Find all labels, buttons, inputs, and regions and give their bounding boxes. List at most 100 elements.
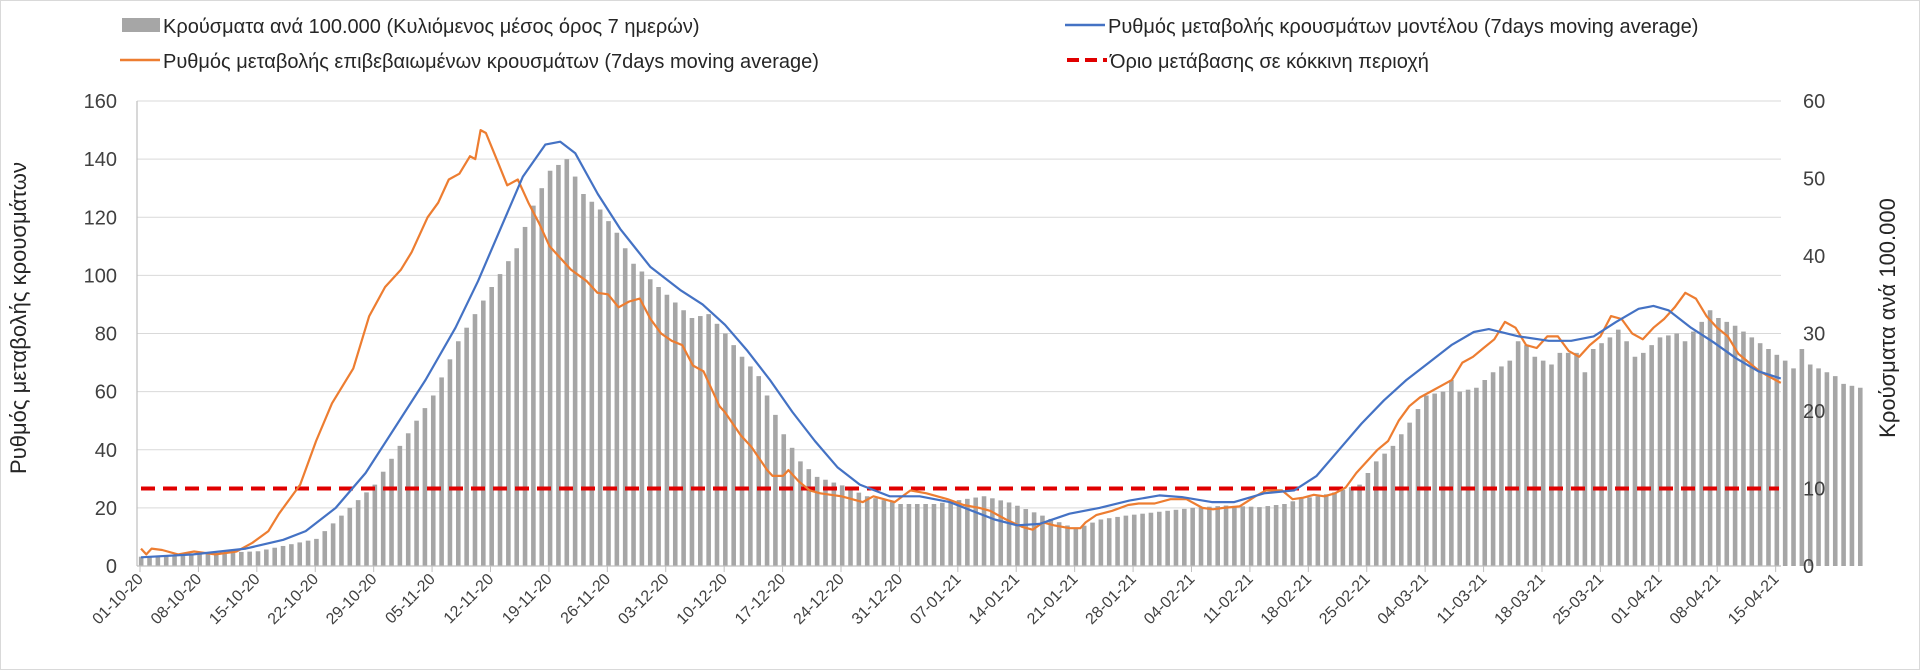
bar: [956, 500, 962, 566]
bar: [990, 498, 995, 566]
bar: [1532, 356, 1538, 566]
y-tick-right: 30: [1803, 324, 1825, 346]
bar: [597, 209, 603, 566]
bar: [1240, 506, 1246, 566]
bar: [1365, 473, 1371, 566]
bar: [998, 500, 1004, 566]
bar: [1348, 487, 1354, 566]
bar: [1290, 501, 1296, 566]
y-tick-left: 160: [84, 91, 117, 113]
bar: [1131, 514, 1137, 566]
bar: [1424, 395, 1429, 566]
x-tick-label: 08-04-21: [1667, 571, 1724, 628]
bar: [239, 551, 244, 566]
bar: [1298, 498, 1304, 566]
bar: [439, 377, 444, 566]
x-tick-label: 29-10-20: [323, 571, 380, 628]
y-tick-left: 20: [95, 498, 117, 520]
y-tick-left: 80: [95, 324, 117, 346]
bar: [147, 556, 152, 566]
bar: [422, 408, 428, 566]
x-tick-label: 04-02-21: [1141, 571, 1198, 628]
y-tick-left: 100: [84, 265, 117, 287]
axes: [136, 101, 1781, 567]
bar: [1248, 506, 1254, 566]
bar: [739, 356, 745, 566]
bar: [264, 549, 269, 566]
bar: [138, 556, 144, 566]
y-tick-left: 0: [106, 556, 117, 578]
y-axis-right-title: Κρούσματα ανά 100.000: [1875, 198, 1900, 438]
bar: [172, 554, 177, 566]
bar: [1632, 356, 1638, 566]
bar: [1165, 510, 1170, 566]
bar: [1565, 352, 1571, 566]
bar: [1156, 511, 1162, 566]
bar: [280, 545, 286, 566]
bar: [773, 414, 778, 566]
x-tick-label: 19-11-20: [499, 571, 556, 628]
bar: [1741, 331, 1746, 566]
bar: [230, 552, 236, 566]
bar: [497, 274, 503, 566]
bar: [1674, 333, 1679, 566]
bar: [272, 547, 277, 566]
bar: [1816, 368, 1821, 566]
bar: [948, 501, 953, 566]
bar: [380, 471, 386, 566]
confirmed-cases-line: [140, 129, 1782, 556]
bar: [1257, 507, 1262, 566]
bar: [823, 479, 828, 566]
legend-label-model-line: Ρυθμός μεταβολής κρουσμάτων μοντέλου (7d…: [1108, 16, 1698, 38]
bar: [940, 502, 945, 566]
x-axis-ticks: 01-10-20 08-10-20 15-10-20 22-10-20 29-10-20…: [90, 566, 1783, 628]
bar: [489, 287, 494, 566]
bar: [1123, 515, 1129, 566]
y-tick-right: 50: [1803, 169, 1825, 191]
bar: [756, 376, 762, 566]
bar: [923, 504, 928, 566]
x-tick-label: 28-01-21: [1083, 571, 1140, 628]
bar: [1081, 525, 1087, 566]
bar: [1849, 385, 1855, 566]
bar: [322, 531, 328, 566]
legend-entry-threshold: Όριο μετάβασης σε κόκκινη περιοχή: [1067, 51, 1429, 73]
bar: [1432, 393, 1437, 566]
bar: [1265, 506, 1271, 566]
bar: [1190, 507, 1195, 566]
bar: [1048, 518, 1054, 566]
bar: [1056, 522, 1062, 566]
bar: [372, 484, 378, 566]
bar: [1474, 387, 1479, 566]
bar: [355, 500, 361, 566]
bar: [430, 395, 436, 566]
bar: [1148, 512, 1154, 566]
bar: [889, 502, 895, 566]
bar: [1340, 489, 1346, 566]
bar: [455, 341, 461, 566]
bar: [1574, 352, 1579, 566]
bar: [297, 542, 303, 566]
bar: [1282, 504, 1287, 566]
x-tick-label: 14-01-21: [966, 571, 1023, 628]
bar: [1006, 502, 1012, 566]
bar: [1482, 380, 1488, 566]
bar: [1232, 505, 1237, 566]
bar: [798, 461, 803, 566]
bar: [1857, 387, 1863, 566]
bar: [1641, 352, 1646, 566]
bar: [1357, 484, 1362, 566]
bar: [1198, 507, 1204, 566]
x-tick-label: 01-04-21: [1608, 571, 1665, 628]
bar: [647, 279, 653, 566]
x-tick-label: 17-12-20: [732, 571, 789, 628]
bar: [1691, 331, 1696, 566]
bar: [1407, 422, 1412, 566]
x-tick-label: 07-01-21: [907, 571, 964, 628]
bar: [1666, 335, 1671, 566]
bar-series: [138, 159, 1863, 566]
bar: [848, 489, 853, 566]
x-tick-label: 24-12-20: [791, 571, 848, 628]
bar: [1098, 519, 1104, 566]
